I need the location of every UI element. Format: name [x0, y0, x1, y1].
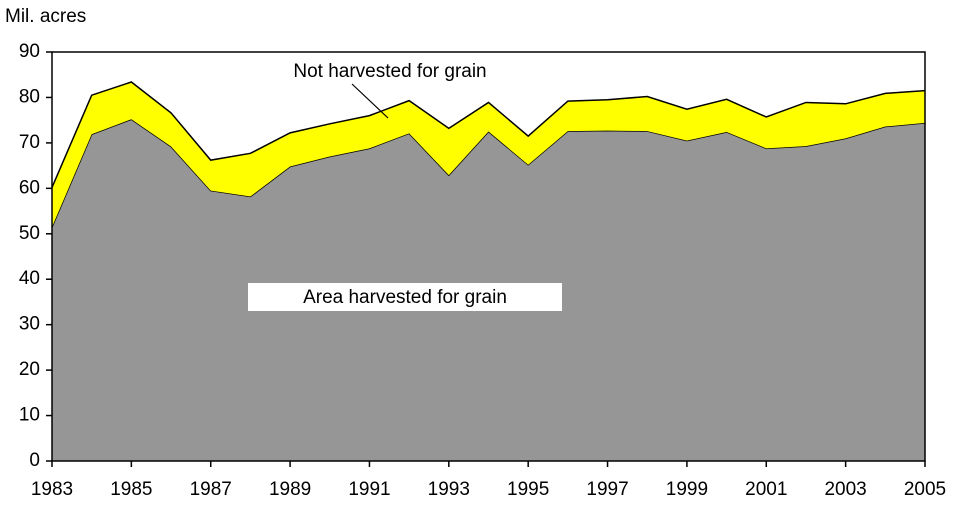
x-tick-label: 1989: [269, 479, 311, 500]
x-tick-label: 2005: [904, 479, 946, 500]
area-outline: [51, 81, 926, 188]
y-tick-label: 10: [19, 405, 40, 426]
y-tick-label: 80: [19, 86, 40, 107]
annotation-arrow: [351, 83, 389, 119]
x-tick-label: 1999: [666, 479, 708, 500]
x-tick-label: 1985: [110, 479, 152, 500]
y-tick-label: 90: [19, 41, 40, 62]
x-tick-label: 2001: [745, 479, 787, 500]
annotation-box: [248, 283, 562, 311]
annotation: Not harvested for grain: [293, 61, 486, 82]
y-tick-label: 40: [19, 268, 40, 289]
y-tick-label: 70: [19, 132, 40, 153]
y-tick-label: 50: [19, 223, 40, 244]
y-tick-label: 0: [29, 450, 40, 471]
x-tick-label: 2003: [824, 479, 866, 500]
y-tick-label: 20: [19, 359, 40, 380]
x-tick-label: 1991: [348, 479, 390, 500]
x-tick-label: 1995: [507, 479, 549, 500]
annotation: Area harvested for grain: [303, 287, 507, 308]
x-tick-label: 1987: [190, 479, 232, 500]
x-tick-label: 1983: [31, 479, 73, 500]
x-tick-label: 1997: [586, 479, 628, 500]
y-tick-label: 30: [19, 314, 40, 335]
plot-frame: [51, 51, 926, 462]
y-tick-label: 60: [19, 177, 40, 198]
area: [52, 81, 925, 227]
y-axis-label: Mil. acres: [5, 6, 86, 27]
x-tick-label: 1993: [428, 479, 470, 500]
